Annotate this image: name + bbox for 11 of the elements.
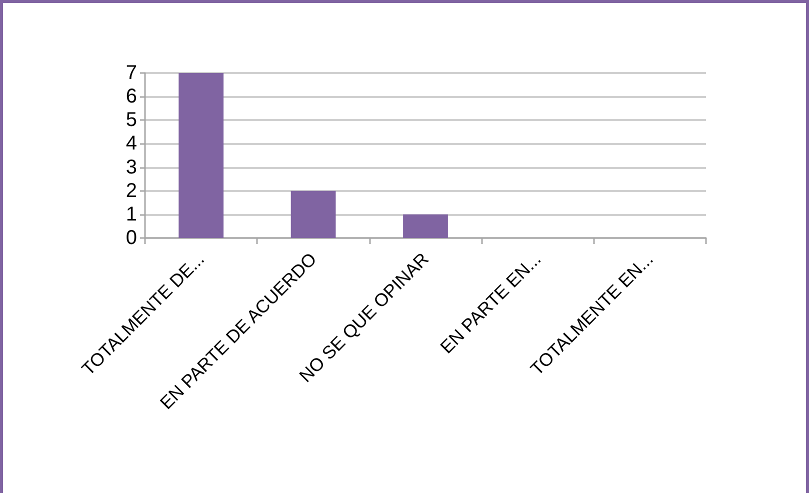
y-tick-label: 1: [126, 203, 137, 226]
bar: [290, 190, 336, 238]
bar: [403, 214, 448, 238]
y-tick-label: 3: [126, 156, 137, 178]
y-tick-label: 5: [126, 109, 137, 132]
y-tick-label: 7: [126, 62, 137, 84]
bar: [178, 73, 224, 238]
y-tick-label: 4: [126, 132, 137, 155]
y-tick-label: 0: [126, 227, 137, 249]
y-tick-label: 2: [126, 180, 137, 202]
y-tick-label: 6: [126, 86, 137, 108]
